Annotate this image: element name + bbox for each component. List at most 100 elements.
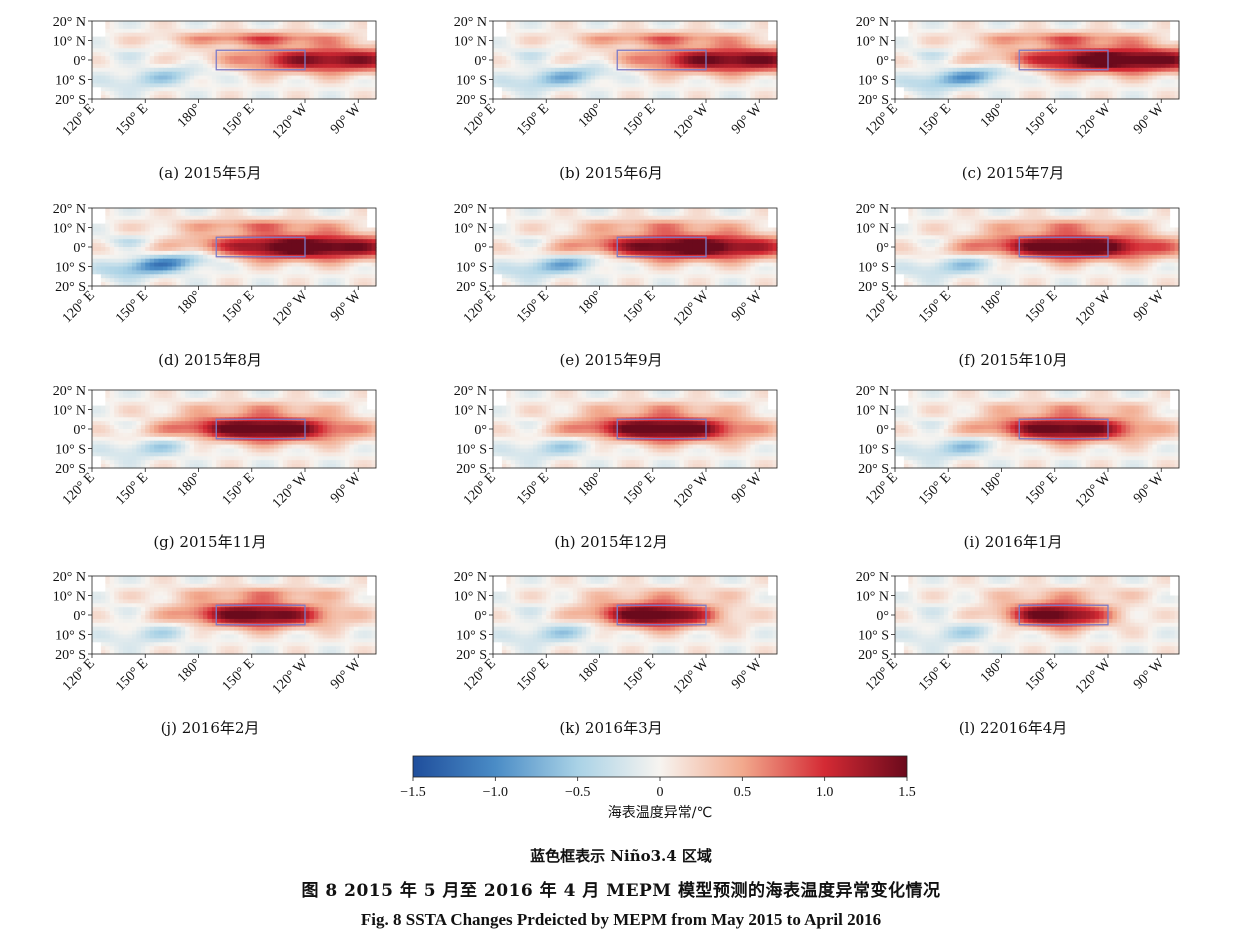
heat-cell — [318, 21, 324, 26]
heat-cell — [247, 40, 253, 45]
heat-cell — [741, 36, 747, 42]
heat-cell — [1170, 24, 1176, 30]
heat-cell — [674, 87, 680, 92]
heat-cell — [966, 87, 972, 92]
heat-cell — [1099, 44, 1105, 49]
heat-cell — [728, 24, 734, 30]
heat-cell — [1161, 32, 1167, 38]
heat-cell — [247, 79, 253, 84]
heat-cell — [992, 56, 998, 61]
heat-cell — [988, 40, 994, 45]
heat-cell — [997, 56, 1003, 61]
heat-cell — [697, 44, 703, 49]
heat-cell — [957, 36, 963, 42]
heat-cell — [688, 87, 694, 92]
heat-cell — [136, 67, 142, 73]
heat-cell — [714, 32, 720, 38]
heat-cell — [939, 24, 945, 30]
heat-cell — [674, 44, 680, 49]
heat-cell — [225, 28, 231, 34]
heat-cell — [367, 21, 373, 26]
heat-cell — [1112, 67, 1118, 73]
heat-cell — [118, 95, 124, 100]
heat-cell — [772, 24, 778, 30]
heat-cell — [1090, 36, 1096, 42]
heat-cell — [1165, 87, 1171, 92]
heat-cell — [269, 239, 275, 244]
heat-cell — [997, 36, 1003, 42]
heat-cell — [772, 79, 778, 84]
heat-cell — [617, 79, 623, 84]
heat-cell — [1143, 71, 1149, 77]
heat-cell — [305, 227, 311, 232]
heat-cell — [145, 56, 151, 61]
heat-cell — [1072, 87, 1078, 92]
heat-cell — [697, 91, 703, 96]
heat-cell — [501, 63, 507, 69]
heat-cell — [1085, 28, 1091, 34]
heat-cell — [1019, 71, 1025, 77]
heat-cell — [123, 60, 129, 65]
heat-cell — [926, 75, 932, 81]
heat-cell — [340, 247, 346, 252]
heat-cell — [185, 87, 191, 92]
heat-cell — [105, 40, 111, 45]
heat-cell — [1032, 36, 1038, 42]
heat-cell — [1037, 36, 1043, 42]
heat-cell — [265, 36, 271, 42]
heat-cell — [131, 24, 137, 30]
heat-cell — [1143, 95, 1149, 100]
heat-cell — [109, 235, 115, 240]
heat-cell — [1081, 95, 1087, 100]
heat-cell — [296, 44, 302, 49]
heat-cell — [1103, 83, 1109, 88]
heat-cell — [997, 79, 1003, 84]
heat-cell — [626, 63, 632, 69]
heat-cell — [322, 32, 328, 38]
heat-cell — [163, 71, 169, 77]
heat-cell — [926, 36, 932, 42]
heat-cell — [701, 71, 707, 77]
heat-cell — [216, 270, 222, 275]
heat-cell — [100, 270, 106, 275]
heat-cell — [524, 36, 530, 42]
heat-cell — [903, 75, 909, 81]
heat-cell — [948, 24, 954, 30]
heat-cell — [198, 211, 204, 217]
y-tick-label: 0° — [876, 54, 889, 69]
heat-cell — [131, 60, 137, 65]
heat-cell — [1121, 75, 1127, 81]
heat-cell — [149, 28, 155, 34]
heat-cell — [519, 24, 525, 30]
heat-cell — [260, 270, 266, 275]
heat-cell — [903, 56, 909, 61]
heat-cell — [220, 91, 226, 96]
heat-cell — [586, 32, 592, 38]
heat-cell — [643, 32, 649, 38]
heat-cell — [269, 60, 275, 65]
heat-cell — [282, 56, 288, 61]
heat-cell — [216, 239, 222, 244]
heat-cell — [974, 40, 980, 45]
heat-cell — [300, 60, 306, 65]
heat-cell — [630, 40, 636, 45]
heat-cell — [127, 67, 133, 73]
heat-cell — [123, 254, 129, 260]
heat-cell — [234, 56, 240, 61]
heat-cell — [657, 21, 663, 26]
heat-cell — [318, 48, 324, 53]
heat-cell — [754, 79, 760, 84]
heat-cell — [1116, 79, 1122, 84]
heat-cell — [296, 40, 302, 45]
heat-cell — [309, 75, 315, 81]
heat-cell — [550, 44, 556, 49]
heat-cell — [559, 56, 565, 61]
heat-cell — [1112, 60, 1118, 65]
heat-cell — [180, 21, 186, 26]
heat-cell — [313, 95, 319, 100]
heat-cell — [930, 67, 936, 73]
heat-cell — [1161, 95, 1167, 100]
heat-cell — [216, 258, 222, 264]
heat-cell — [145, 79, 151, 84]
heat-cell — [273, 231, 279, 236]
